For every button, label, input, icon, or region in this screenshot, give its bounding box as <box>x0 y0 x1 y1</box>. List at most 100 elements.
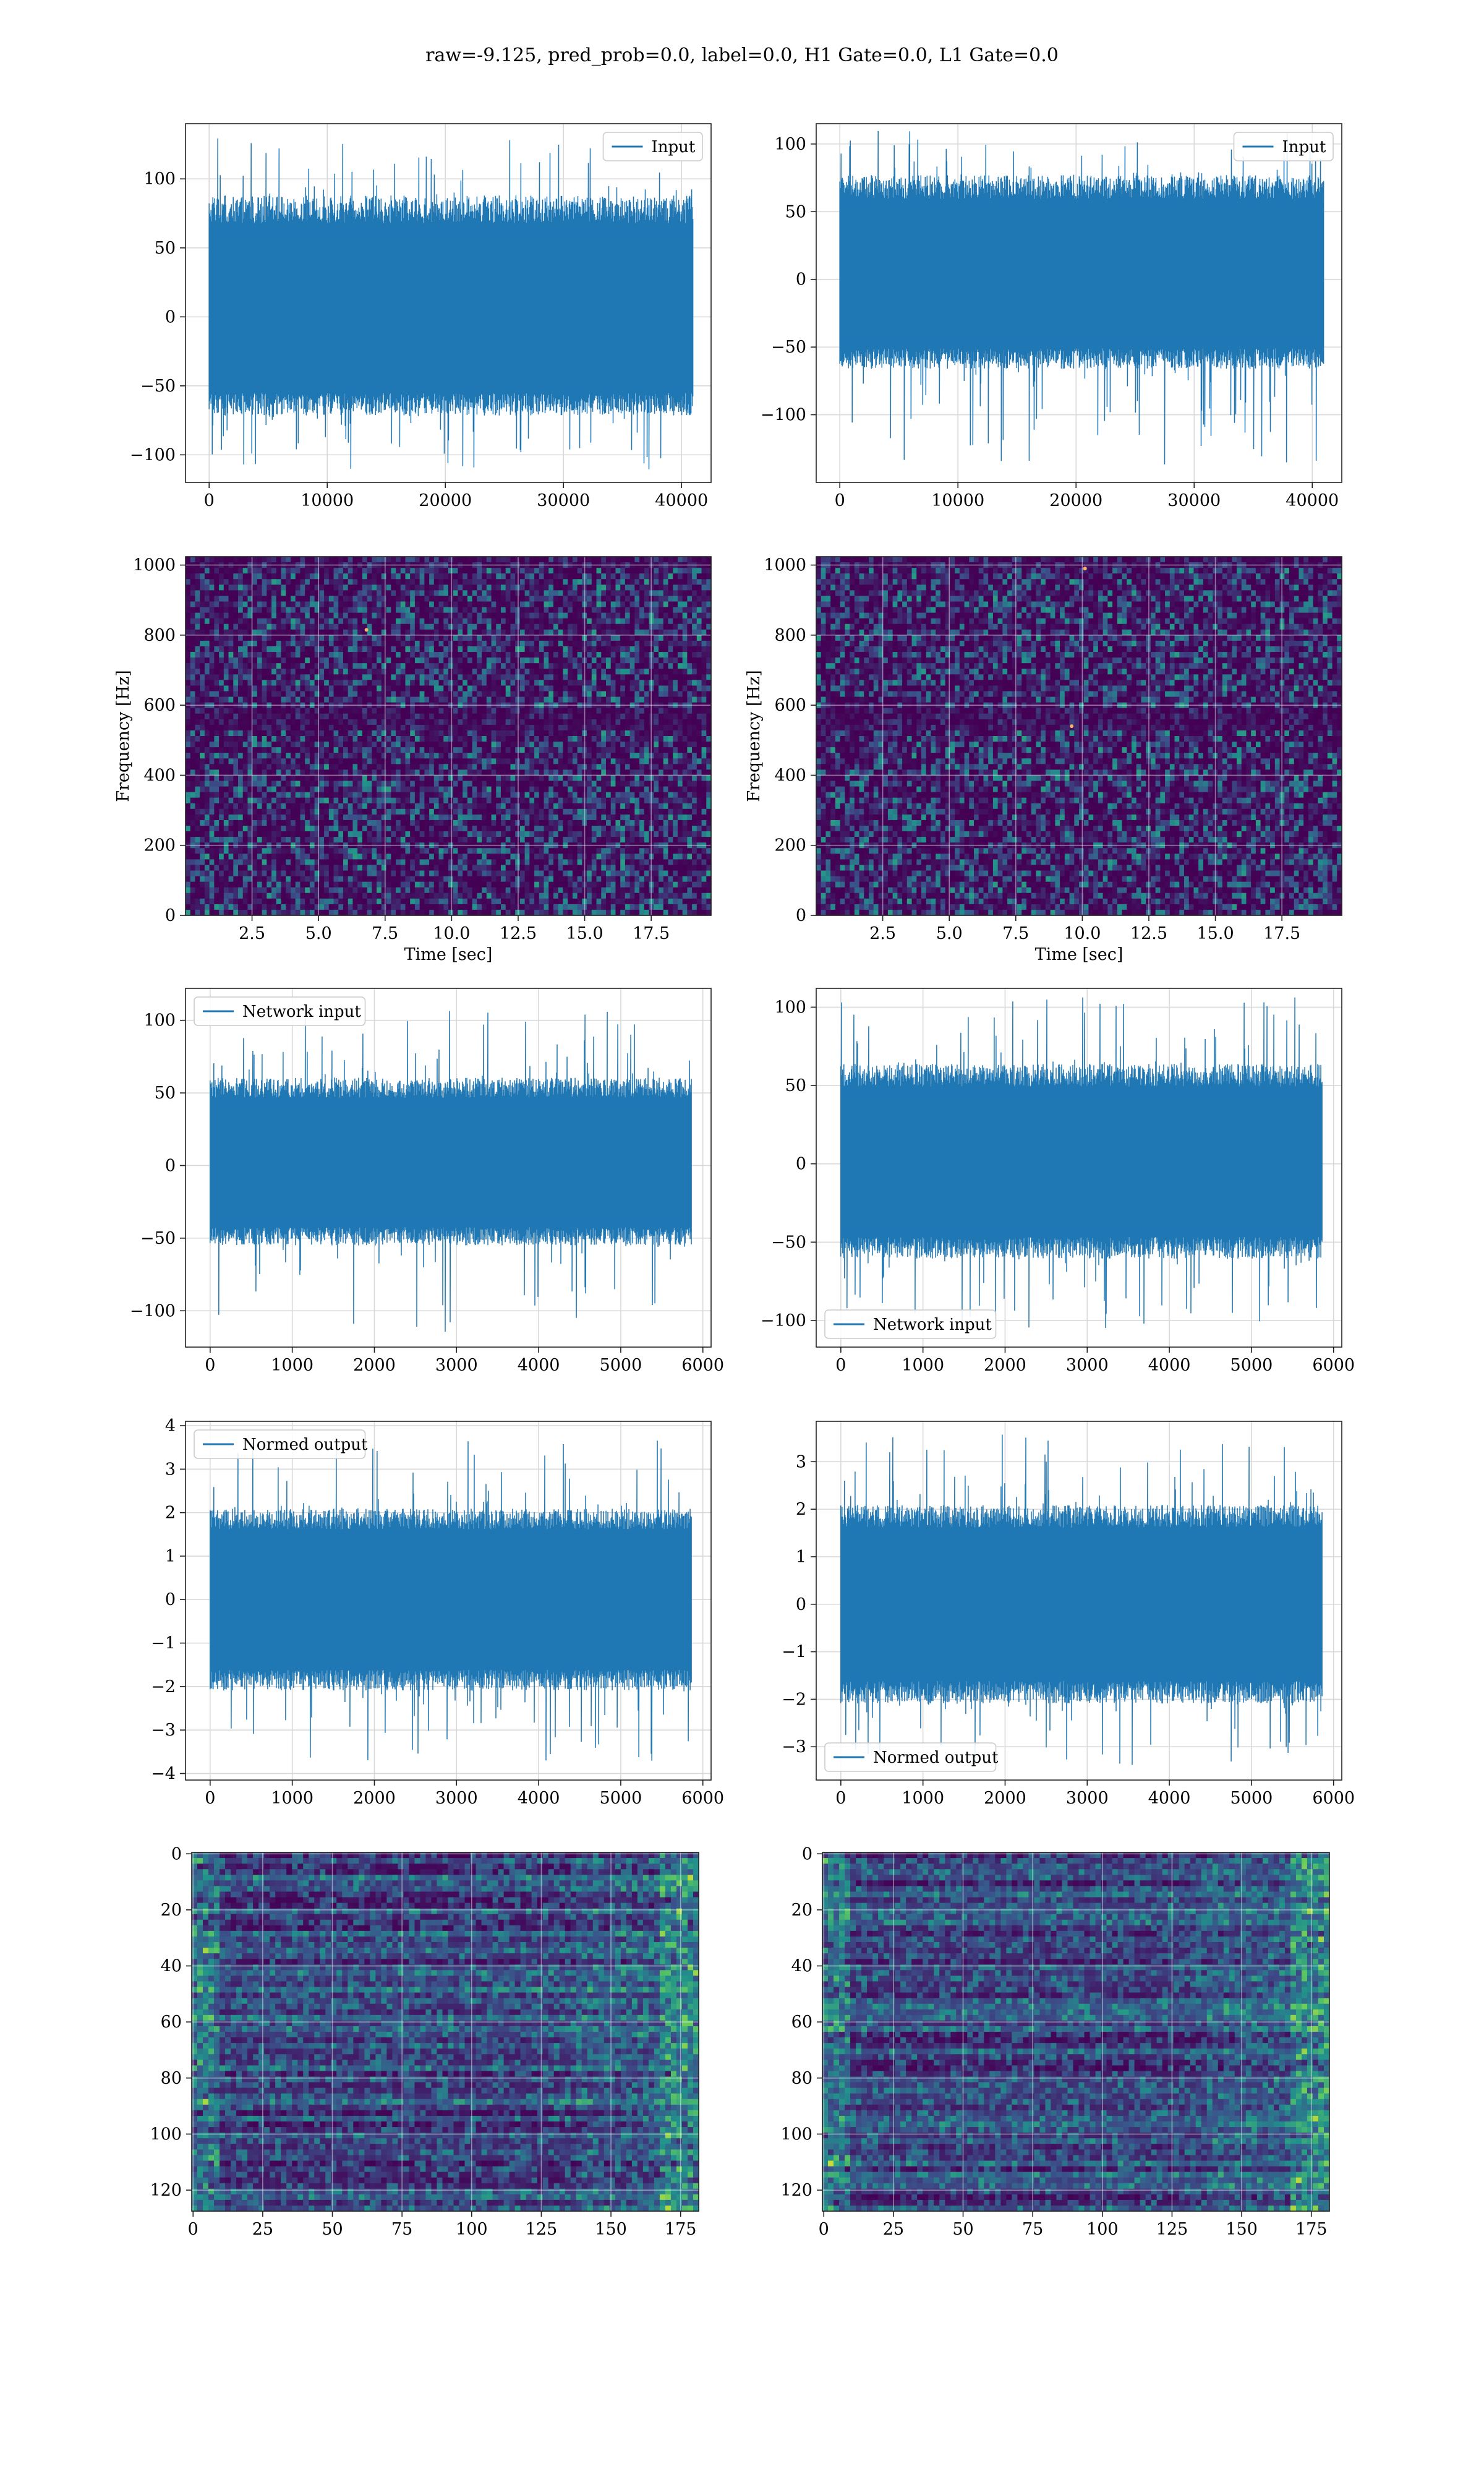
heatmap-cell <box>386 629 391 636</box>
heatmap-cell <box>463 837 468 843</box>
heatmap-cell <box>214 590 220 597</box>
heatmap-cell <box>372 747 377 753</box>
heatmap-cell <box>209 909 215 916</box>
heatmap-cell <box>410 640 416 647</box>
heatmap-cell <box>438 568 444 574</box>
heatmap-cell <box>510 848 516 854</box>
heatmap-cell <box>324 601 330 608</box>
heatmap-cell <box>186 758 191 764</box>
heatmap-cell <box>209 786 215 793</box>
heatmap-cell <box>276 769 282 776</box>
heatmap-cell <box>458 904 463 910</box>
heatmap-cell <box>295 854 301 860</box>
heatmap-cell <box>515 909 521 916</box>
heatmap-cell <box>319 909 325 916</box>
heatmap-cell <box>252 764 258 770</box>
heatmap-cell <box>319 859 325 866</box>
heatmap-cell <box>242 562 249 568</box>
heatmap-cell <box>209 842 215 849</box>
heatmap-cell <box>343 618 349 625</box>
heatmap-cell <box>352 568 358 574</box>
heatmap-cell <box>242 870 249 877</box>
heatmap-cell <box>433 601 440 608</box>
heatmap-cell <box>486 848 492 854</box>
heatmap-cell <box>386 820 391 826</box>
heatmap-cell <box>348 680 354 687</box>
heatmap-cell <box>238 629 244 636</box>
heatmap-cell <box>291 685 296 692</box>
heatmap-cell <box>486 691 492 698</box>
heatmap-cell <box>238 876 244 883</box>
heatmap-cell <box>391 892 396 899</box>
heatmap-cell <box>267 892 272 899</box>
heatmap-cell <box>539 870 545 877</box>
heatmap-cell <box>372 618 377 625</box>
heatmap-cell <box>219 898 224 905</box>
heatmap-cell <box>352 674 358 680</box>
heatmap-cell <box>381 696 387 703</box>
heatmap-cell <box>472 792 477 798</box>
heatmap-cell <box>367 612 372 619</box>
heatmap-cell <box>338 797 344 804</box>
heatmap-cell <box>400 854 406 860</box>
heatmap-cell <box>529 786 535 793</box>
heatmap-cell <box>190 837 196 843</box>
heatmap-cell <box>223 601 229 608</box>
heatmap-cell <box>429 557 435 563</box>
heatmap-cell <box>200 702 205 709</box>
heatmap-cell <box>510 797 516 804</box>
heatmap-cell <box>443 892 449 899</box>
heatmap-cell <box>529 797 535 804</box>
heatmap-cell <box>319 887 325 894</box>
heatmap-cell <box>544 898 549 905</box>
heatmap-cell <box>295 623 301 630</box>
heatmap-cell <box>482 568 487 574</box>
heatmap-cell <box>247 786 253 793</box>
heatmap-cell <box>477 781 482 787</box>
heatmap-cell <box>391 797 396 804</box>
heatmap-cell <box>501 646 506 653</box>
heatmap-cell <box>519 629 526 636</box>
heatmap-cell <box>338 881 344 888</box>
heatmap-cell <box>357 691 363 698</box>
heatmap-cell <box>477 612 482 619</box>
heatmap-cell <box>519 898 526 905</box>
heatmap-cell <box>242 826 249 832</box>
heatmap-cell <box>291 657 296 664</box>
heatmap-cell <box>300 881 305 888</box>
heatmap-cell <box>391 640 396 647</box>
heatmap-cell <box>429 786 435 793</box>
y-tick-label: 50 <box>785 202 806 221</box>
heatmap-cell <box>367 758 372 764</box>
heatmap-cell <box>276 663 282 669</box>
heatmap-cell <box>228 652 234 658</box>
heatmap-cell <box>477 691 482 698</box>
heatmap-cell <box>223 607 229 614</box>
heatmap-cell <box>433 579 440 585</box>
heatmap-cell <box>362 568 368 574</box>
heatmap-cell <box>300 696 305 703</box>
heatmap-cell <box>443 764 449 770</box>
heatmap-cell <box>328 590 335 597</box>
heatmap-cell <box>271 691 277 698</box>
heatmap-cell <box>463 865 468 871</box>
heatmap-cell <box>443 837 449 843</box>
heatmap-cell <box>453 881 459 888</box>
heatmap-cell <box>338 736 344 742</box>
heatmap-cell <box>496 786 501 793</box>
heatmap-cell <box>433 713 440 720</box>
heatmap-cell <box>223 898 229 905</box>
heatmap-cell <box>463 854 468 860</box>
heatmap-cell <box>233 892 239 899</box>
heatmap-cell <box>300 702 305 709</box>
heatmap-cell <box>486 730 492 737</box>
heatmap-cell <box>233 753 239 759</box>
heatmap-cell <box>405 758 411 764</box>
heatmap-cell <box>491 618 497 625</box>
heatmap-cell <box>477 657 482 664</box>
heatmap-cell <box>467 669 473 675</box>
heatmap-cell <box>529 618 535 625</box>
heatmap-cell <box>252 579 258 585</box>
heatmap-cell <box>352 758 358 764</box>
heatmap-cell <box>548 607 554 614</box>
